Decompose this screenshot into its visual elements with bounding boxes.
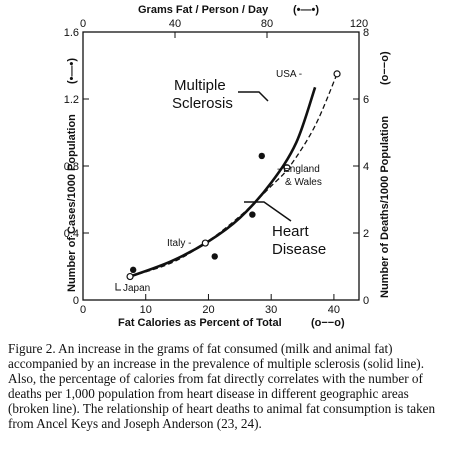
y2-tick-label: 2	[363, 228, 369, 240]
label-multiple-sclerosis-2: Sclerosis	[172, 95, 233, 112]
y2-axis-legend-glyph: (o−−o)	[379, 51, 391, 85]
top-tick-label: 80	[261, 18, 273, 30]
y-tick-label: 1.2	[64, 94, 79, 106]
ms-fit-line	[129, 86, 317, 278]
ms-label-leader	[238, 91, 269, 102]
annotation-usa: USA -	[276, 69, 302, 80]
y-tick-label: 0	[73, 295, 79, 307]
y-axis-legend-glyph: (•—•)	[66, 58, 78, 84]
hd-fit-line	[129, 73, 338, 278]
y-tick-label: 0.4	[64, 228, 79, 240]
y-tick-label: 1.6	[64, 27, 79, 39]
top-tick-label: 40	[169, 18, 181, 30]
hd-data-point	[126, 272, 134, 281]
hd-data-point	[201, 239, 209, 247]
y-tick-label: 0.8	[64, 161, 79, 173]
annotation-wales: & Wales	[285, 177, 322, 188]
x-tick-label: 0	[80, 304, 86, 316]
ms-data-point	[249, 211, 256, 218]
x-tick-label: 10	[140, 304, 152, 316]
y2-axis-label: Number of Deaths/1000 Population	[379, 116, 391, 298]
top-axis-label: Grams Fat / Person / Day	[138, 4, 269, 16]
annotation-japan: Japan	[123, 283, 150, 294]
top-tick-label: 0	[80, 18, 86, 30]
label-heart-disease-2: Disease	[272, 241, 326, 258]
x-tick-label: 20	[202, 304, 214, 316]
hd-label-leader	[244, 201, 292, 222]
hd-data-point	[283, 164, 291, 172]
ms-data-point	[129, 266, 137, 274]
top-axis-legend-glyph: (•—•)	[293, 4, 319, 16]
label-multiple-sclerosis-1: Multiple	[174, 77, 226, 94]
hd-data-point	[333, 70, 341, 78]
annotation-japan-bracket	[115, 283, 121, 291]
annotation-italy: Italy -	[167, 238, 191, 249]
top-tick-label: 120	[350, 18, 368, 30]
ms-data-point	[258, 152, 265, 160]
x-axis-label: Fat Calories as Percent of Total	[118, 317, 282, 329]
y2-tick-label: 6	[363, 94, 369, 106]
x-tick-label: 30	[265, 304, 277, 316]
y2-tick-label: 4	[363, 161, 369, 173]
annotation-england: - England	[277, 164, 320, 175]
ms-data-point	[211, 253, 218, 260]
figure-caption: Figure 2. An increase in the grams of fa…	[8, 341, 436, 431]
y2-tick-label: 0	[363, 295, 369, 307]
label-heart-disease-1: Heart	[272, 223, 310, 240]
y2-tick-label: 8	[363, 27, 369, 39]
x-axis-legend-glyph: (o−−o)	[311, 317, 345, 329]
y-axis-label: Number of Cases/1000 Population	[66, 114, 78, 292]
x-tick-label: 40	[328, 304, 340, 316]
